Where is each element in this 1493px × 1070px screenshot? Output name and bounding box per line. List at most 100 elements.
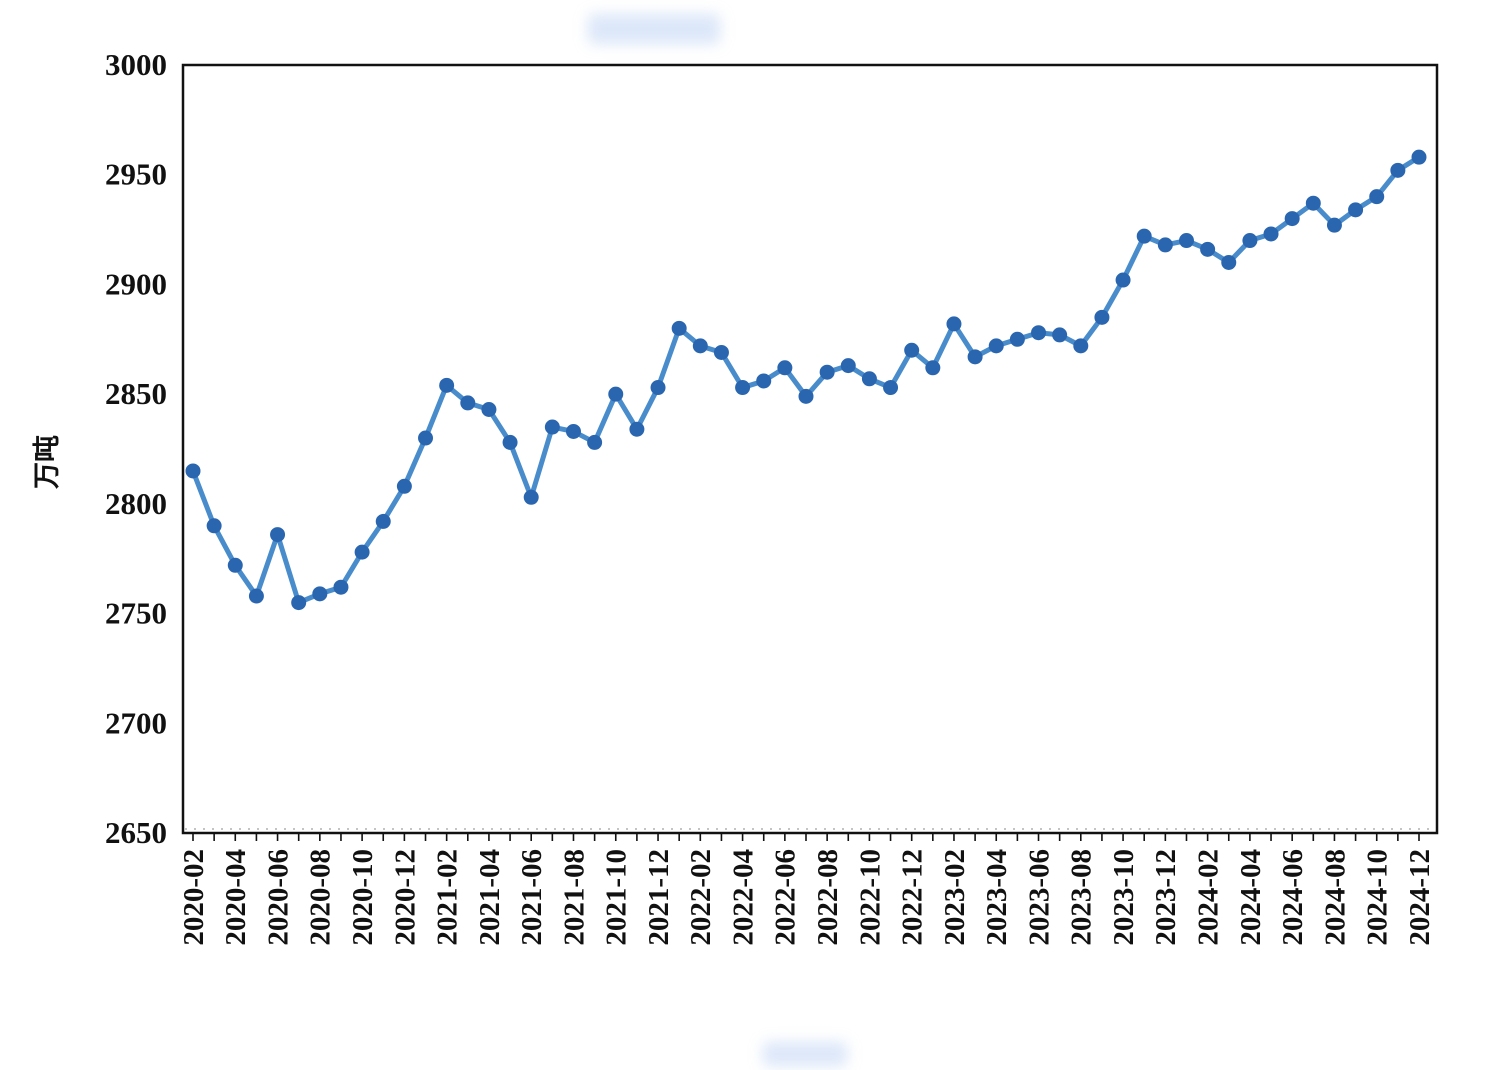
x-tick-label: 2021-08 <box>558 849 590 946</box>
series-line <box>190 154 1422 606</box>
data-point <box>925 360 941 376</box>
data-point <box>248 588 264 604</box>
data-point <box>798 388 814 404</box>
x-tick-label: 2023-08 <box>1066 849 1098 946</box>
data-point <box>1178 233 1194 249</box>
data-point <box>967 349 983 365</box>
data-point <box>312 586 328 602</box>
data-point <box>1326 217 1342 233</box>
data-point <box>988 338 1004 354</box>
data-point <box>946 316 962 332</box>
x-tick-label: 2022-02 <box>685 849 717 946</box>
y-tick-label: 2900 <box>105 266 167 301</box>
x-tick-label: 2022-06 <box>770 849 802 946</box>
x-tick-label: 2023-02 <box>939 849 971 946</box>
data-point <box>883 380 899 396</box>
data-point <box>819 364 835 380</box>
y-tick-label: 3000 <box>105 47 167 82</box>
x-tick-label: 2020-10 <box>347 849 379 946</box>
x-tick-label: 2020-08 <box>305 849 337 946</box>
x-tick-label: 2020-04 <box>220 849 252 946</box>
data-point <box>1052 327 1068 343</box>
y-tick-label: 2950 <box>105 157 167 192</box>
data-point <box>1221 254 1237 270</box>
x-tick-label: 2020-02 <box>178 849 210 946</box>
data-point <box>692 338 708 354</box>
data-point <box>629 421 645 437</box>
data-point <box>1263 226 1279 242</box>
data-point <box>206 518 222 534</box>
data-point <box>544 419 560 435</box>
x-tick-label: 2021-12 <box>643 849 675 946</box>
x-tick-label: 2020-12 <box>389 849 421 946</box>
data-point <box>1348 202 1364 218</box>
data-point <box>1242 233 1258 249</box>
x-tick-label: 2023-04 <box>981 849 1013 946</box>
plot-border <box>181 63 1439 835</box>
data-point <box>1305 195 1321 211</box>
data-point <box>291 595 307 611</box>
data-point <box>840 358 856 374</box>
y-axis-unit-label: 万吨 <box>32 435 62 489</box>
y-tick-label: 2850 <box>105 376 167 411</box>
x-tick-label: 2021-02 <box>432 849 464 946</box>
x-tick-label: 2024-08 <box>1319 849 1351 946</box>
x-tick-label: 2022-12 <box>897 849 929 946</box>
data-point <box>1094 309 1110 325</box>
data-point <box>650 380 666 396</box>
x-tick-label: 2024-12 <box>1404 849 1436 946</box>
x-tick-label: 2024-02 <box>1192 849 1224 946</box>
data-point <box>523 489 539 505</box>
x-tick-label: 2022-08 <box>812 849 844 946</box>
x-tick-label: 2022-04 <box>727 849 759 946</box>
data-point <box>1136 228 1152 244</box>
data-point <box>735 380 751 396</box>
data-point <box>777 360 793 376</box>
x-tick-label: 2024-04 <box>1235 849 1267 946</box>
y-tick-label: 2800 <box>105 486 167 521</box>
data-point <box>587 434 603 450</box>
data-point <box>1009 331 1025 347</box>
data-point <box>1031 325 1047 341</box>
data-point <box>904 342 920 358</box>
data-point <box>375 513 391 529</box>
data-point <box>481 402 497 418</box>
x-tick-label: 2021-06 <box>516 849 548 946</box>
data-point <box>565 423 581 439</box>
y-tick-label: 2750 <box>105 596 167 631</box>
data-point <box>756 373 772 389</box>
data-point <box>460 395 476 411</box>
data-point <box>1284 211 1300 227</box>
data-point <box>1115 272 1131 288</box>
data-point <box>1200 241 1216 257</box>
data-point <box>418 430 434 446</box>
data-point <box>608 386 624 402</box>
x-tick-label: 2022-10 <box>854 849 886 946</box>
data-point <box>185 463 201 479</box>
data-point <box>502 434 518 450</box>
data-point <box>671 320 687 336</box>
x-tick-label: 2023-06 <box>1023 849 1055 946</box>
data-point <box>227 557 243 573</box>
data-point <box>1390 162 1406 178</box>
data-point <box>1411 149 1427 165</box>
x-tick-label: 2021-04 <box>474 849 506 946</box>
y-tick-label: 2650 <box>105 815 167 850</box>
data-point <box>713 344 729 360</box>
data-point <box>396 478 412 494</box>
y-tick-label: 2700 <box>105 705 167 740</box>
x-tick-label: 2023-12 <box>1150 849 1182 946</box>
x-tick-label: 2023-10 <box>1108 849 1140 946</box>
data-point <box>439 377 455 393</box>
data-point <box>270 527 286 543</box>
x-tick-label: 2020-06 <box>262 849 294 946</box>
data-point <box>1157 237 1173 253</box>
data-point <box>333 579 349 595</box>
data-point <box>354 544 370 560</box>
data-point <box>1073 338 1089 354</box>
x-tick-label: 2024-06 <box>1277 849 1309 946</box>
data-point <box>1369 189 1385 205</box>
x-tick-label: 2021-10 <box>601 849 633 946</box>
